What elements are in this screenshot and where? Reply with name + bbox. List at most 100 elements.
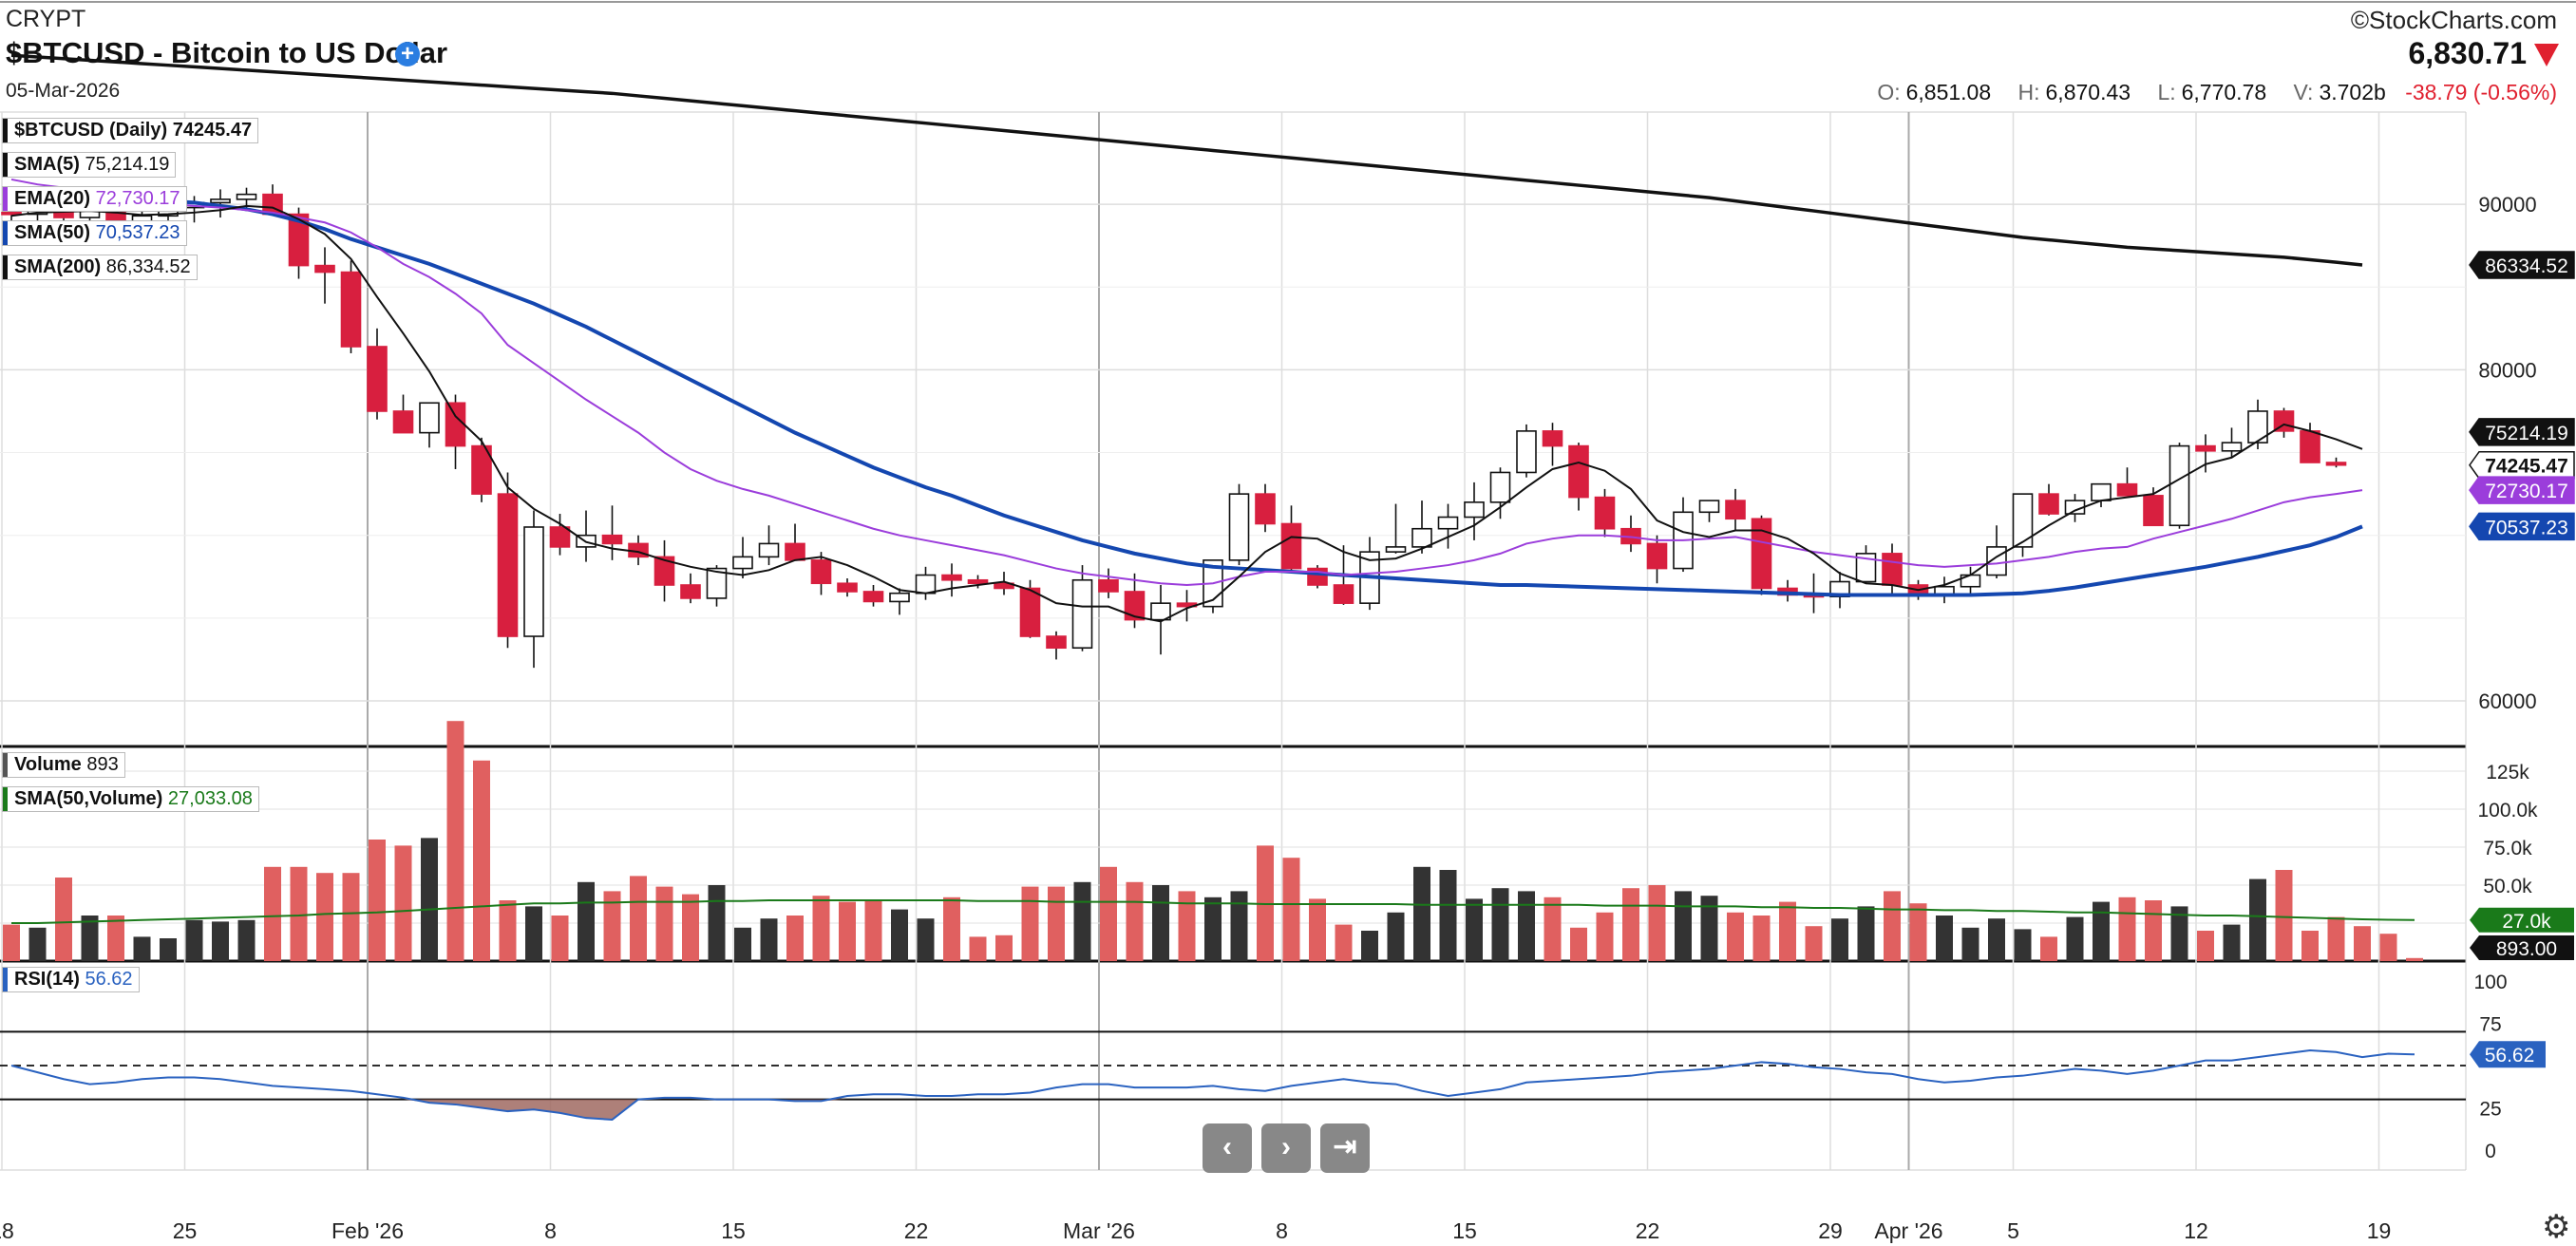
candle — [1019, 587, 1041, 637]
scroll-back-button[interactable]: ‹ — [1203, 1123, 1252, 1173]
candle — [1098, 578, 1119, 593]
low-label: L: — [2157, 80, 2176, 104]
candle — [1, 212, 22, 216]
candle — [497, 493, 519, 637]
legend-sma5[interactable]: SMA(5) 75,214.19 — [2, 152, 177, 178]
candle — [1516, 430, 1537, 474]
candle — [367, 346, 388, 412]
volume-bar — [1204, 897, 1222, 961]
volume-bar — [2040, 936, 2057, 961]
candle — [2247, 410, 2268, 444]
volume-bar — [864, 900, 882, 961]
volume-bar — [708, 885, 726, 961]
legend-ema20[interactable]: EMA(20) 72,730.17 — [2, 186, 187, 212]
ema20-marker: 72730.17 — [2469, 476, 2575, 504]
scroll-forward-button[interactable]: › — [1261, 1123, 1311, 1173]
marker-box — [2470, 907, 2574, 933]
volume-bar — [2249, 878, 2266, 961]
volume-tick-label: 100.0k — [2477, 800, 2538, 821]
volume-bar — [1805, 926, 1823, 961]
candle — [1150, 602, 1171, 621]
volume-bar — [943, 897, 960, 961]
candle — [1542, 430, 1563, 447]
scroll-to-end-button[interactable]: ⇥ — [1320, 1123, 1370, 1173]
change-value: -38.79 (-0.56%) — [2405, 80, 2557, 104]
marker-label: 75214.19 — [2485, 423, 2568, 444]
legend-ema20-value: 72,730.17 — [95, 188, 180, 209]
legend-sma5-value: 75,214.19 — [85, 154, 170, 175]
marker-label: 72730.17 — [2485, 481, 2568, 502]
candle — [2038, 493, 2059, 515]
last-price: 6,830.71 — [2408, 36, 2527, 70]
volume-sma-marker: 27.0k — [2470, 907, 2574, 933]
legend-price[interactable]: $BTCUSD (Daily) 74245.47 — [2, 118, 259, 143]
marker-label: 56.62 — [2485, 1045, 2535, 1067]
candle — [2091, 482, 2112, 501]
marker-label: 70537.23 — [2485, 517, 2568, 538]
ohlcv-readout: O: 6,851.08 H: 6,870.43 L: 6,770.78 V: 3.702… — [1856, 80, 2557, 105]
brand-logo[interactable]: ©StockCharts.com — [2350, 6, 2557, 34]
candle — [601, 534, 623, 545]
sma50-line — [10, 194, 2363, 597]
x-tick-label: 22 — [1636, 1218, 1660, 1243]
volume-bar — [1413, 866, 1430, 961]
volume-bar — [237, 919, 256, 961]
sma50-marker: 70537.23 — [2469, 512, 2575, 541]
open-label: O: — [1877, 80, 1901, 104]
legend-volume-sma[interactable]: SMA(50,Volume) 27,033.08 — [2, 786, 259, 812]
symbol-title: $BTCUSD - Bitcoin to US Dollar — [6, 36, 448, 69]
candle — [653, 556, 675, 586]
ema20-line — [10, 178, 2363, 586]
legend-sma50[interactable]: SMA(50) 70,537.23 — [2, 220, 187, 246]
volume-bar — [1675, 891, 1692, 961]
volume-bar — [1596, 912, 1614, 961]
x-tick-label: 15 — [1452, 1218, 1477, 1243]
rsi-tick-label: 0 — [2485, 1141, 2496, 1162]
candle — [2143, 495, 2164, 527]
candle — [314, 264, 335, 274]
volume-bar — [2275, 870, 2293, 961]
volume-bar — [1152, 885, 1169, 961]
volume-bar — [2223, 924, 2241, 961]
candle — [758, 542, 780, 558]
volume-label: V: — [2293, 80, 2314, 104]
candle — [994, 582, 1014, 590]
gear-icon[interactable]: ⚙ — [2542, 1209, 2571, 1245]
volume-bar — [1282, 858, 1300, 961]
add-icon[interactable]: + — [395, 42, 420, 66]
volume-bar — [1727, 912, 1744, 961]
legend-sma50-name: SMA(50) — [14, 222, 91, 243]
exchange-label: CRYPT — [6, 6, 86, 32]
volume-bar — [81, 916, 99, 961]
candle — [2300, 430, 2320, 463]
volume-bars — [3, 721, 2423, 961]
legend-vsma-value: 27,033.08 — [167, 788, 253, 809]
x-tick-label: 22 — [904, 1218, 929, 1243]
candle — [785, 542, 805, 561]
legend-sma200[interactable]: SMA(200) 86,334.52 — [2, 255, 198, 280]
volume-bar — [1309, 898, 1326, 961]
volume-bar — [2406, 957, 2423, 961]
candle — [1411, 527, 1432, 548]
price-tick-label: 90000 — [2478, 193, 2536, 217]
x-tick-label: 5 — [2007, 1218, 2019, 1243]
volume-bar — [1048, 886, 1065, 961]
volume-bar — [1988, 918, 2005, 961]
legend-volume[interactable]: Volume 893 — [2, 752, 125, 778]
rsi-tick-label: 75 — [2479, 1014, 2501, 1036]
candle — [941, 574, 962, 581]
candle — [1046, 635, 1067, 650]
candle — [706, 567, 728, 599]
marker-label: 74245.47 — [2485, 456, 2568, 478]
marker-box — [2469, 418, 2575, 446]
volume-bar — [1021, 886, 1039, 961]
candle — [2195, 444, 2216, 452]
candle — [967, 578, 989, 585]
candle — [889, 592, 910, 603]
legend-rsi[interactable]: RSI(14) 56.62 — [2, 967, 140, 992]
volume-bar — [1178, 891, 1196, 961]
last-price-marker: 74245.47 — [2469, 450, 2575, 480]
marker-box — [2469, 251, 2575, 279]
candle — [523, 526, 544, 637]
